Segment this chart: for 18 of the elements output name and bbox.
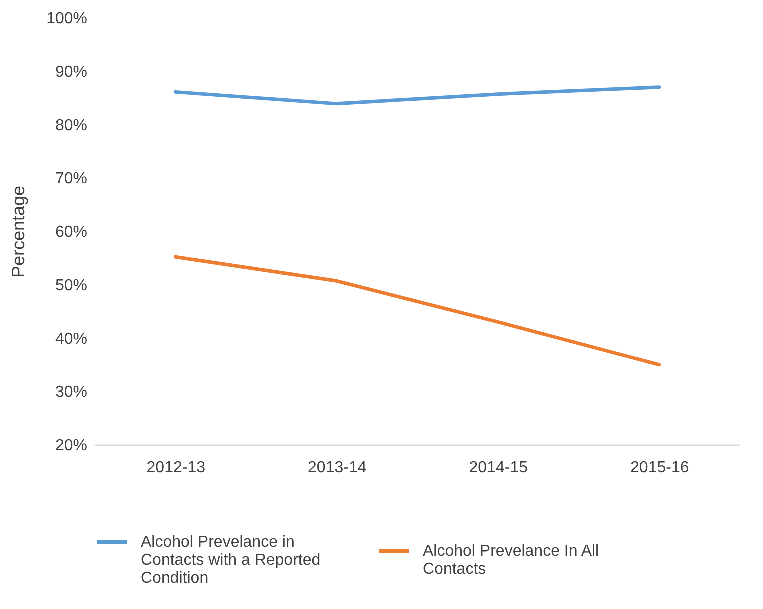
y-tick-label: 70% [55,170,88,188]
y-tick-label: 30% [55,384,88,402]
legend-label: Alcohol Prevelance In All Contacts [423,543,600,578]
y-tick-label: 100% [46,10,88,28]
legend-label: Alcohol Prevelance in Contacts with a Reported Condition [141,534,321,587]
line-series [174,86,662,106]
x-tick-label: 2013-14 [308,460,367,476]
y-tick-label: 50% [55,277,88,294]
y-axis-title: Percentage [8,186,29,278]
x-tick-label: 2014-15 [469,460,528,476]
y-tick-label: 80% [55,117,88,134]
y-tick-label: 40% [55,330,88,348]
y-tick-label: 60% [55,224,88,241]
y-tick-label: 20% [55,438,88,454]
line-series [174,255,662,367]
x-tick-label: 2012-13 [146,460,206,476]
x-tick-label: 2015-16 [630,460,690,476]
y-tick-label: 90% [55,64,88,81]
